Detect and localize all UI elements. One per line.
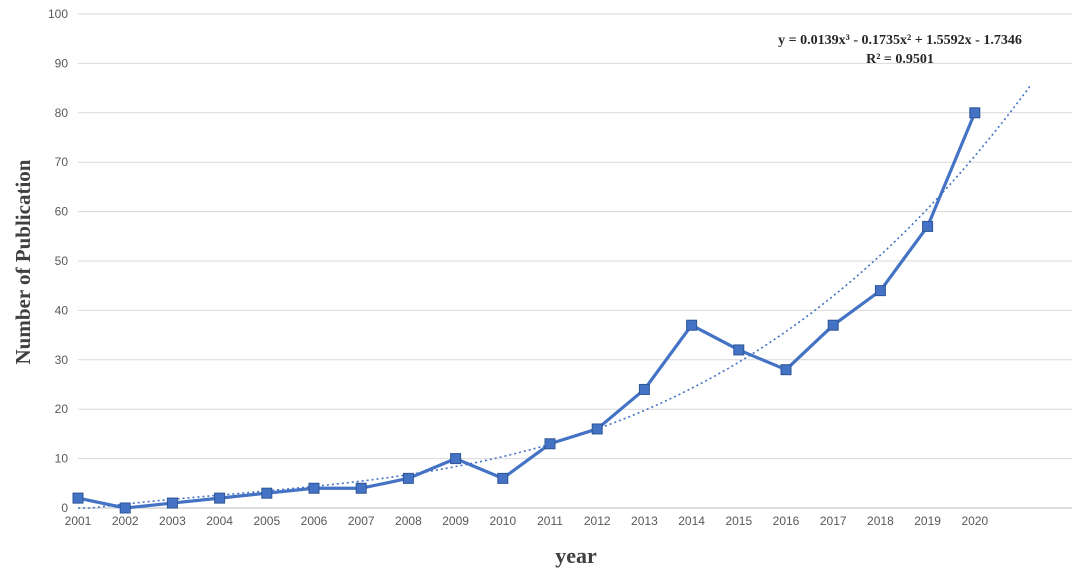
y-axis-tick-labels: 0 10 20 30 40 50 60 70 80 90 100	[48, 7, 68, 515]
y-tick-label: 10	[55, 452, 69, 466]
y-tick-label: 20	[55, 402, 69, 416]
y-tick-label: 60	[55, 205, 69, 219]
data-point-marker	[72, 492, 84, 504]
data-point-marker	[780, 364, 792, 376]
x-tick-label: 2002	[112, 514, 139, 528]
x-tick-label: 2020	[961, 514, 988, 528]
y-tick-label: 90	[55, 56, 69, 70]
x-tick-label: 2015	[725, 514, 752, 528]
x-tick-label: 2006	[301, 514, 328, 528]
x-tick-label: 2004	[206, 514, 233, 528]
y-tick-label: 30	[55, 353, 69, 367]
x-tick-label: 2014	[678, 514, 705, 528]
x-axis-tick-labels: 2001 2002 2003 2004 2005 2006 2007 2008 2009 2010…	[65, 514, 989, 528]
x-tick-label: 2005	[253, 514, 280, 528]
x-tick-label: 2008	[395, 514, 422, 528]
x-tick-label: 2001	[65, 514, 92, 528]
x-tick-label: 2017	[820, 514, 847, 528]
y-axis-title: Number of Publication	[11, 159, 35, 364]
data-point-marker	[591, 423, 603, 435]
x-tick-label: 2007	[348, 514, 375, 528]
data-point-marker	[450, 453, 462, 465]
x-tick-label: 2013	[631, 514, 658, 528]
series-line	[77, 112, 977, 510]
data-point-marker	[638, 383, 650, 395]
data-point-marker	[969, 107, 981, 119]
x-tick-label: 2011	[537, 514, 563, 528]
data-point-marker	[402, 472, 414, 484]
trendline-r-squared: R² = 0.9501	[866, 52, 934, 67]
data-point-marker	[308, 482, 320, 494]
x-axis-title: year	[555, 543, 597, 568]
data-point-marker	[119, 502, 131, 514]
series-markers	[72, 107, 981, 514]
x-tick-label: 2012	[584, 514, 611, 528]
data-point-marker	[874, 285, 886, 297]
y-tick-label: 40	[55, 303, 69, 317]
y-tick-label: 80	[55, 106, 69, 120]
x-tick-label: 2016	[773, 514, 800, 528]
y-tick-label: 100	[48, 7, 68, 21]
x-tick-label: 2009	[442, 514, 469, 528]
gridlines	[78, 13, 1072, 460]
data-point-marker	[827, 319, 839, 331]
data-point-marker	[733, 344, 745, 356]
trendline-equation: y = 0.0139x³ - 0.1735x² + 1.5592x - 1.73…	[778, 33, 1022, 48]
y-tick-label: 0	[61, 501, 68, 515]
trendline	[78, 83, 1033, 509]
data-point-marker	[214, 492, 226, 504]
y-tick-label: 70	[55, 155, 69, 169]
data-point-marker	[261, 487, 273, 499]
x-tick-label: 2019	[914, 514, 941, 528]
data-point-marker	[544, 438, 556, 450]
data-point-marker	[355, 482, 367, 494]
x-tick-label: 2010	[489, 514, 516, 528]
y-tick-label: 50	[55, 254, 69, 268]
x-tick-label: 2003	[159, 514, 186, 528]
data-point-marker	[922, 220, 934, 232]
data-point-marker	[686, 319, 698, 331]
x-tick-label: 2018	[867, 514, 894, 528]
data-point-marker	[497, 472, 509, 484]
data-point-marker	[166, 497, 178, 509]
